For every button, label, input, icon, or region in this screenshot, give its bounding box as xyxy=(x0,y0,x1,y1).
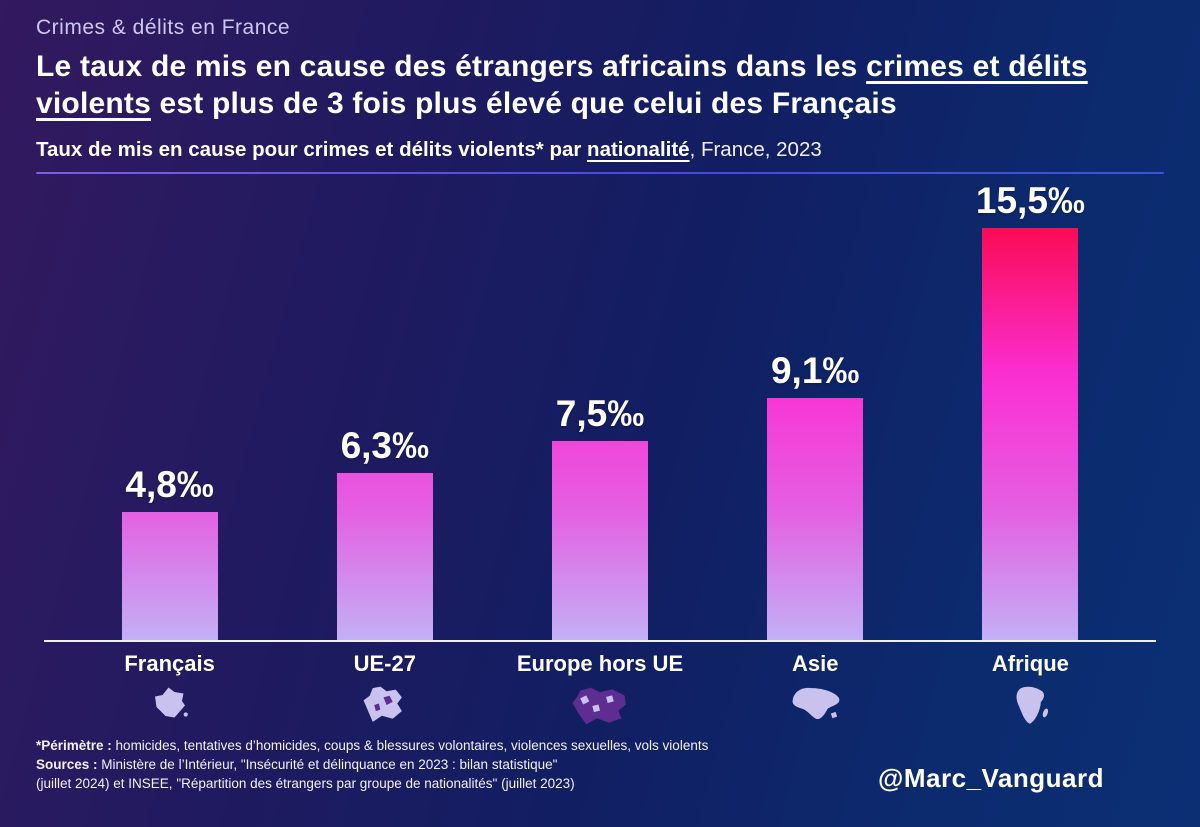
footnotes: *Périmètre : homicides, tentatives d’hom… xyxy=(36,737,708,794)
title-part2: est plus de 3 fois plus élevé que celui … xyxy=(150,87,897,121)
title-underlined: crimes et délits violents xyxy=(36,50,1088,121)
value-label-asie: 9,1‰ xyxy=(770,350,860,392)
divider-line xyxy=(36,172,1164,175)
bar-afrique xyxy=(982,228,1079,641)
sources-text-line1: Ministère de l’Intérieur, "Insécurité et… xyxy=(97,757,558,773)
bar-chart: 4,8‰ 6,3‰ 7,5‰ 9,1‰ 15,5‰ Français xyxy=(36,178,1164,735)
category-ue27: UE-27 xyxy=(353,651,416,677)
plot-area: 4,8‰ 6,3‰ 7,5‰ 9,1‰ 15,5‰ xyxy=(36,178,1164,641)
bar-group-asie: 9,1‰ xyxy=(708,350,923,641)
category-afrique: Afrique xyxy=(991,651,1069,677)
sources-label: Sources : xyxy=(36,757,98,773)
category-asie: Asie xyxy=(791,651,839,677)
eu27-map-icon xyxy=(277,677,492,735)
sources-note-line1: Sources : Ministère de l’Intérieur, "Ins… xyxy=(36,756,708,775)
value-label-europe-hors-ue: 7,5‰ xyxy=(555,393,645,435)
africa-map-icon xyxy=(923,677,1138,735)
footer: *Périmètre : homicides, tentatives d’hom… xyxy=(36,737,1164,808)
bar-group-francais: 4,8‰ xyxy=(62,464,277,641)
subtitle-bold: Taux de mis en cause pour crimes et déli… xyxy=(36,138,588,162)
bar-group-ue27: 6,3‰ xyxy=(277,425,492,641)
sources-note-line2: (juillet 2024) et INSEE, "Répartition de… xyxy=(36,776,575,792)
title-part1: Le taux de mis en cause des étrangers af… xyxy=(36,50,867,83)
value-label-ue27: 6,3‰ xyxy=(340,425,430,467)
perimeter-note: *Périmètre : homicides, tentatives d’hom… xyxy=(36,737,708,756)
chart-subtitle: Taux de mis en cause pour crimes et déli… xyxy=(36,138,1164,162)
category-icons xyxy=(36,677,1164,735)
page-title: Le taux de mis en cause des étrangers af… xyxy=(36,48,1164,122)
bar-francais xyxy=(121,512,218,641)
author-handle: @Marc_Vanguard xyxy=(878,763,1104,794)
category-francais: Français xyxy=(124,651,215,677)
subtitle-underlined: nationalité xyxy=(587,138,690,162)
value-label-afrique: 15,5‰ xyxy=(975,180,1085,222)
value-label-francais: 4,8‰ xyxy=(125,464,214,506)
bar-europe-hors-ue xyxy=(552,441,648,641)
perimeter-label: *Périmètre : xyxy=(36,738,112,754)
asia-map-icon xyxy=(708,677,923,735)
bar-group-afrique: 15,5‰ xyxy=(923,180,1138,641)
france-map-icon xyxy=(62,677,277,735)
bar-asie xyxy=(767,398,864,641)
bar-group-europe-hors-ue: 7,5‰ xyxy=(492,393,707,641)
bar-ue27 xyxy=(336,473,433,641)
perimeter-text: homicides, tentatives d’homicides, coups… xyxy=(111,738,709,754)
x-axis-line xyxy=(44,640,1156,643)
kicker: Crimes & délits en France xyxy=(36,16,291,39)
category-labels: Français UE-27 Europe hors UE Asie Afriq… xyxy=(36,642,1164,677)
europe-hors-ue-map-icon xyxy=(492,677,707,735)
category-europe-hors-ue: Europe hors UE xyxy=(516,651,684,677)
subtitle-rest: , France, 2023 xyxy=(689,138,822,162)
